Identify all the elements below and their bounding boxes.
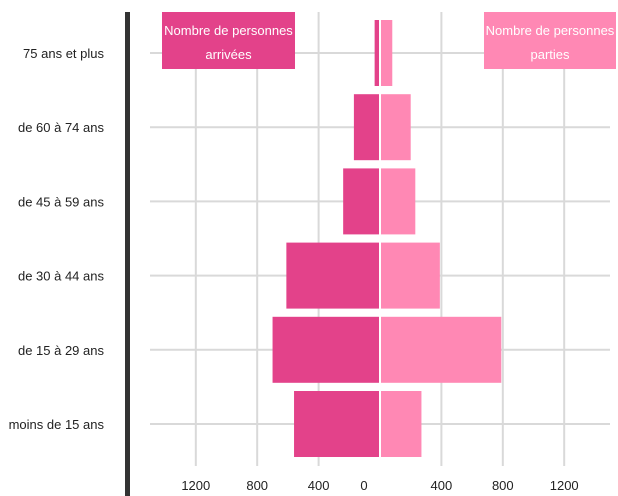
bar-parties bbox=[380, 94, 411, 161]
bar-arrivees bbox=[343, 168, 380, 235]
bar-arrivees bbox=[272, 316, 380, 383]
category-labels: 75 ans et plus de 60 à 74 ans de 45 à 59 a… bbox=[9, 46, 105, 432]
legend-label: Nombre de personnes bbox=[164, 23, 293, 38]
x-tick-label: 800 bbox=[246, 478, 268, 493]
bar-parties bbox=[380, 242, 440, 309]
legend-swatch bbox=[162, 12, 295, 69]
x-tick-label: 1200 bbox=[550, 478, 579, 493]
x-tick-label: 400 bbox=[308, 478, 330, 493]
category-label: de 30 à 44 ans bbox=[18, 269, 105, 284]
bar-arrivees bbox=[374, 20, 380, 86]
category-label: de 60 à 74 ans bbox=[18, 120, 105, 135]
bar-parties bbox=[380, 316, 502, 383]
x-tick-label: 800 bbox=[492, 478, 514, 493]
bar-parties bbox=[380, 20, 393, 86]
legend-label: Nombre de personnes bbox=[486, 23, 615, 38]
category-label: de 45 à 59 ans bbox=[18, 194, 105, 209]
legend: Nombre de personnes arrivées Nombre de per… bbox=[162, 12, 616, 69]
legend-label: arrivées bbox=[205, 47, 252, 62]
bars bbox=[272, 20, 502, 457]
x-tick-label: 400 bbox=[431, 478, 453, 493]
legend-swatch bbox=[484, 12, 616, 69]
bar-arrivees bbox=[286, 242, 380, 309]
x-tick-labels: 1200 800 400 0 400 800 1200 bbox=[181, 478, 578, 493]
category-label: 75 ans et plus bbox=[23, 46, 104, 61]
bar-parties bbox=[380, 168, 416, 235]
x-tick-label: 0 bbox=[360, 478, 367, 493]
category-axis-bar bbox=[125, 12, 130, 496]
x-tick-label: 1200 bbox=[181, 478, 210, 493]
legend-label: parties bbox=[530, 47, 570, 62]
bar-arrivees bbox=[294, 391, 380, 457]
bar-parties bbox=[380, 391, 422, 457]
bar-arrivees bbox=[353, 94, 380, 161]
category-label: moins de 15 ans bbox=[9, 417, 105, 432]
category-label: de 15 à 29 ans bbox=[18, 343, 105, 358]
